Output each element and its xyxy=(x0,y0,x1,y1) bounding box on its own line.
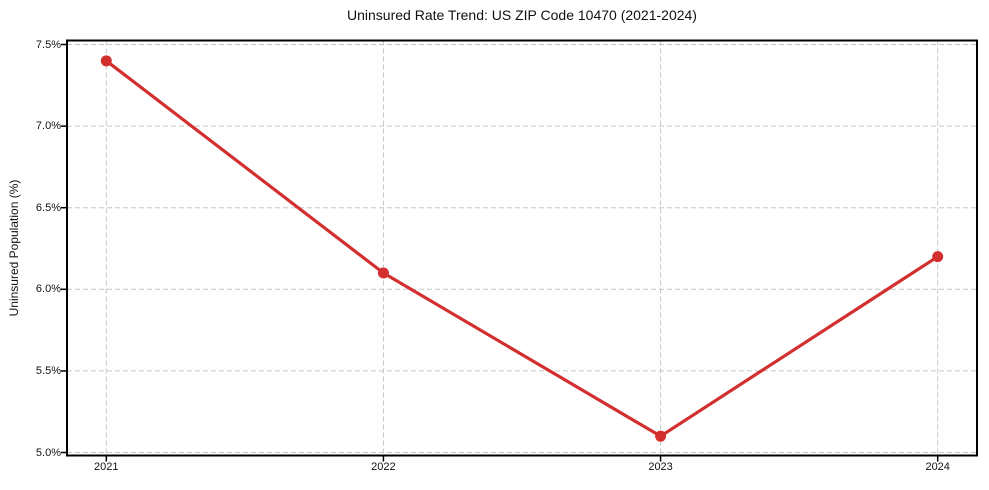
chart-title: Uninsured Rate Trend: US ZIP Code 10470 … xyxy=(347,7,697,23)
